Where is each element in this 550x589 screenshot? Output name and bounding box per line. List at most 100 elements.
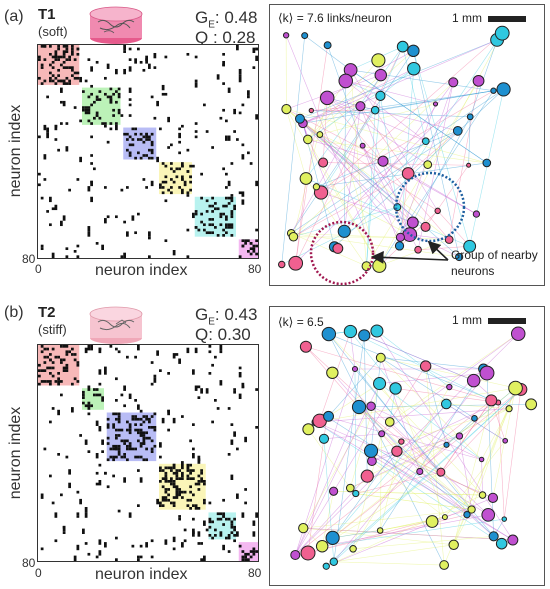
- neuron-node: [507, 534, 519, 546]
- matrix-cell: [87, 58, 91, 61]
- network-link: [379, 383, 472, 510]
- neuron-node: [466, 113, 474, 121]
- network-link: [304, 35, 351, 71]
- matrix-cell: [62, 79, 66, 83]
- matrix-cell: [76, 544, 80, 551]
- matrix-cell: [60, 220, 63, 227]
- network-link: [316, 186, 410, 235]
- matrix-cell: [49, 79, 52, 83]
- neuron-node: [360, 469, 374, 483]
- matrix-cell: [175, 469, 179, 472]
- matrix-cell: [244, 239, 247, 243]
- matrix-cell: [60, 380, 63, 383]
- matrix-cell: [170, 466, 173, 470]
- neuron-node: [501, 516, 508, 522]
- network-link: [302, 39, 498, 124]
- matrix-cell: [194, 226, 198, 229]
- matrix-cell: [230, 223, 234, 227]
- panel-label-a: (a): [4, 8, 24, 25]
- matrix-cell: [139, 156, 143, 160]
- matrix-cell: [62, 358, 66, 362]
- matrix-cell: [104, 92, 107, 96]
- network-link: [311, 105, 361, 111]
- matrix-cell: [38, 172, 41, 176]
- matrix-cell: [115, 434, 118, 437]
- matrix-cell: [115, 536, 118, 540]
- stiff-tissue-icon: [89, 306, 143, 344]
- matrix-cell: [222, 523, 225, 526]
- matrix-cell: [117, 412, 121, 416]
- matrix-cell: [93, 393, 96, 397]
- neuron-node: [395, 232, 405, 242]
- matrix-cell: [178, 151, 181, 155]
- matrix-cell: [87, 108, 91, 112]
- matrix-cell: [159, 369, 162, 372]
- neuron-node: [316, 131, 324, 138]
- matrix-cell: [153, 377, 157, 383]
- matrix-cell: [139, 409, 143, 413]
- matrix-cell: [54, 512, 58, 518]
- matrix-cell: [194, 135, 198, 139]
- matrix-cell: [38, 382, 41, 386]
- matrix-cell: [181, 477, 184, 480]
- matrix-cell: [200, 212, 203, 216]
- network-link: [417, 82, 454, 250]
- matrix-cell: [38, 55, 41, 59]
- neuron-node: [308, 107, 314, 114]
- matrix-cell: [211, 204, 214, 208]
- neuron-node: [352, 489, 360, 498]
- network-link: [407, 130, 458, 174]
- matrix-cell: [49, 474, 52, 478]
- matrix-cell: [142, 154, 146, 157]
- matrix-cell: [150, 426, 154, 429]
- matrix-cell: [90, 154, 93, 157]
- matrix-cell: [186, 477, 190, 480]
- matrix-cell: [128, 444, 132, 448]
- x-tick-start-a: 0: [35, 262, 42, 276]
- neuron-node: [466, 162, 472, 168]
- matrix-cell: [233, 388, 236, 391]
- neuron-node: [398, 438, 405, 445]
- matrix-cell: [225, 119, 228, 123]
- matrix-cell: [225, 204, 228, 208]
- matrix-cell: [57, 380, 60, 386]
- matrix-cell: [112, 455, 115, 459]
- matrix-cell: [208, 345, 212, 348]
- matrix-cell: [170, 482, 173, 486]
- matrix-cell: [225, 226, 228, 229]
- matrix-cell: [139, 132, 143, 136]
- matrix-cell: [57, 409, 60, 416]
- matrix-cell: [120, 255, 124, 258]
- matrix-cell: [93, 116, 96, 120]
- matrix-cell: [62, 525, 66, 532]
- matrix-cell: [54, 76, 58, 80]
- matrix-cell: [192, 517, 195, 521]
- neuron-node: [298, 522, 309, 534]
- network-link: [305, 346, 499, 403]
- matrix-cell: [164, 488, 168, 491]
- matrix-cell: [128, 47, 132, 51]
- matrix-cell: [194, 122, 198, 125]
- matrix-cell: [148, 138, 151, 141]
- network-link: [293, 97, 328, 237]
- network-link: [370, 405, 482, 460]
- network-link: [299, 39, 498, 120]
- network-link: [425, 165, 469, 228]
- matrix-cell: [98, 382, 102, 386]
- matrix-cell: [230, 531, 234, 534]
- matrix-cell: [161, 162, 165, 165]
- matrix-cell: [68, 188, 71, 192]
- matrix-cell: [145, 542, 148, 548]
- network-link: [319, 50, 414, 135]
- matrix-cell: [54, 58, 58, 61]
- matrix-cell: [134, 417, 137, 421]
- matrix-cell: [153, 428, 157, 432]
- panel-label-b: (b): [4, 304, 24, 321]
- matrix-cell: [117, 111, 121, 115]
- network-graph-a: [278, 25, 511, 285]
- matrix-cell: [65, 122, 69, 125]
- matrix-cell: [241, 199, 245, 205]
- network-map-a: ⟨k⟩ = 7.6 links/neuron 1 mm Group of nea…: [269, 4, 545, 286]
- matrix-cell: [189, 498, 192, 502]
- matrix-cell: [57, 355, 60, 359]
